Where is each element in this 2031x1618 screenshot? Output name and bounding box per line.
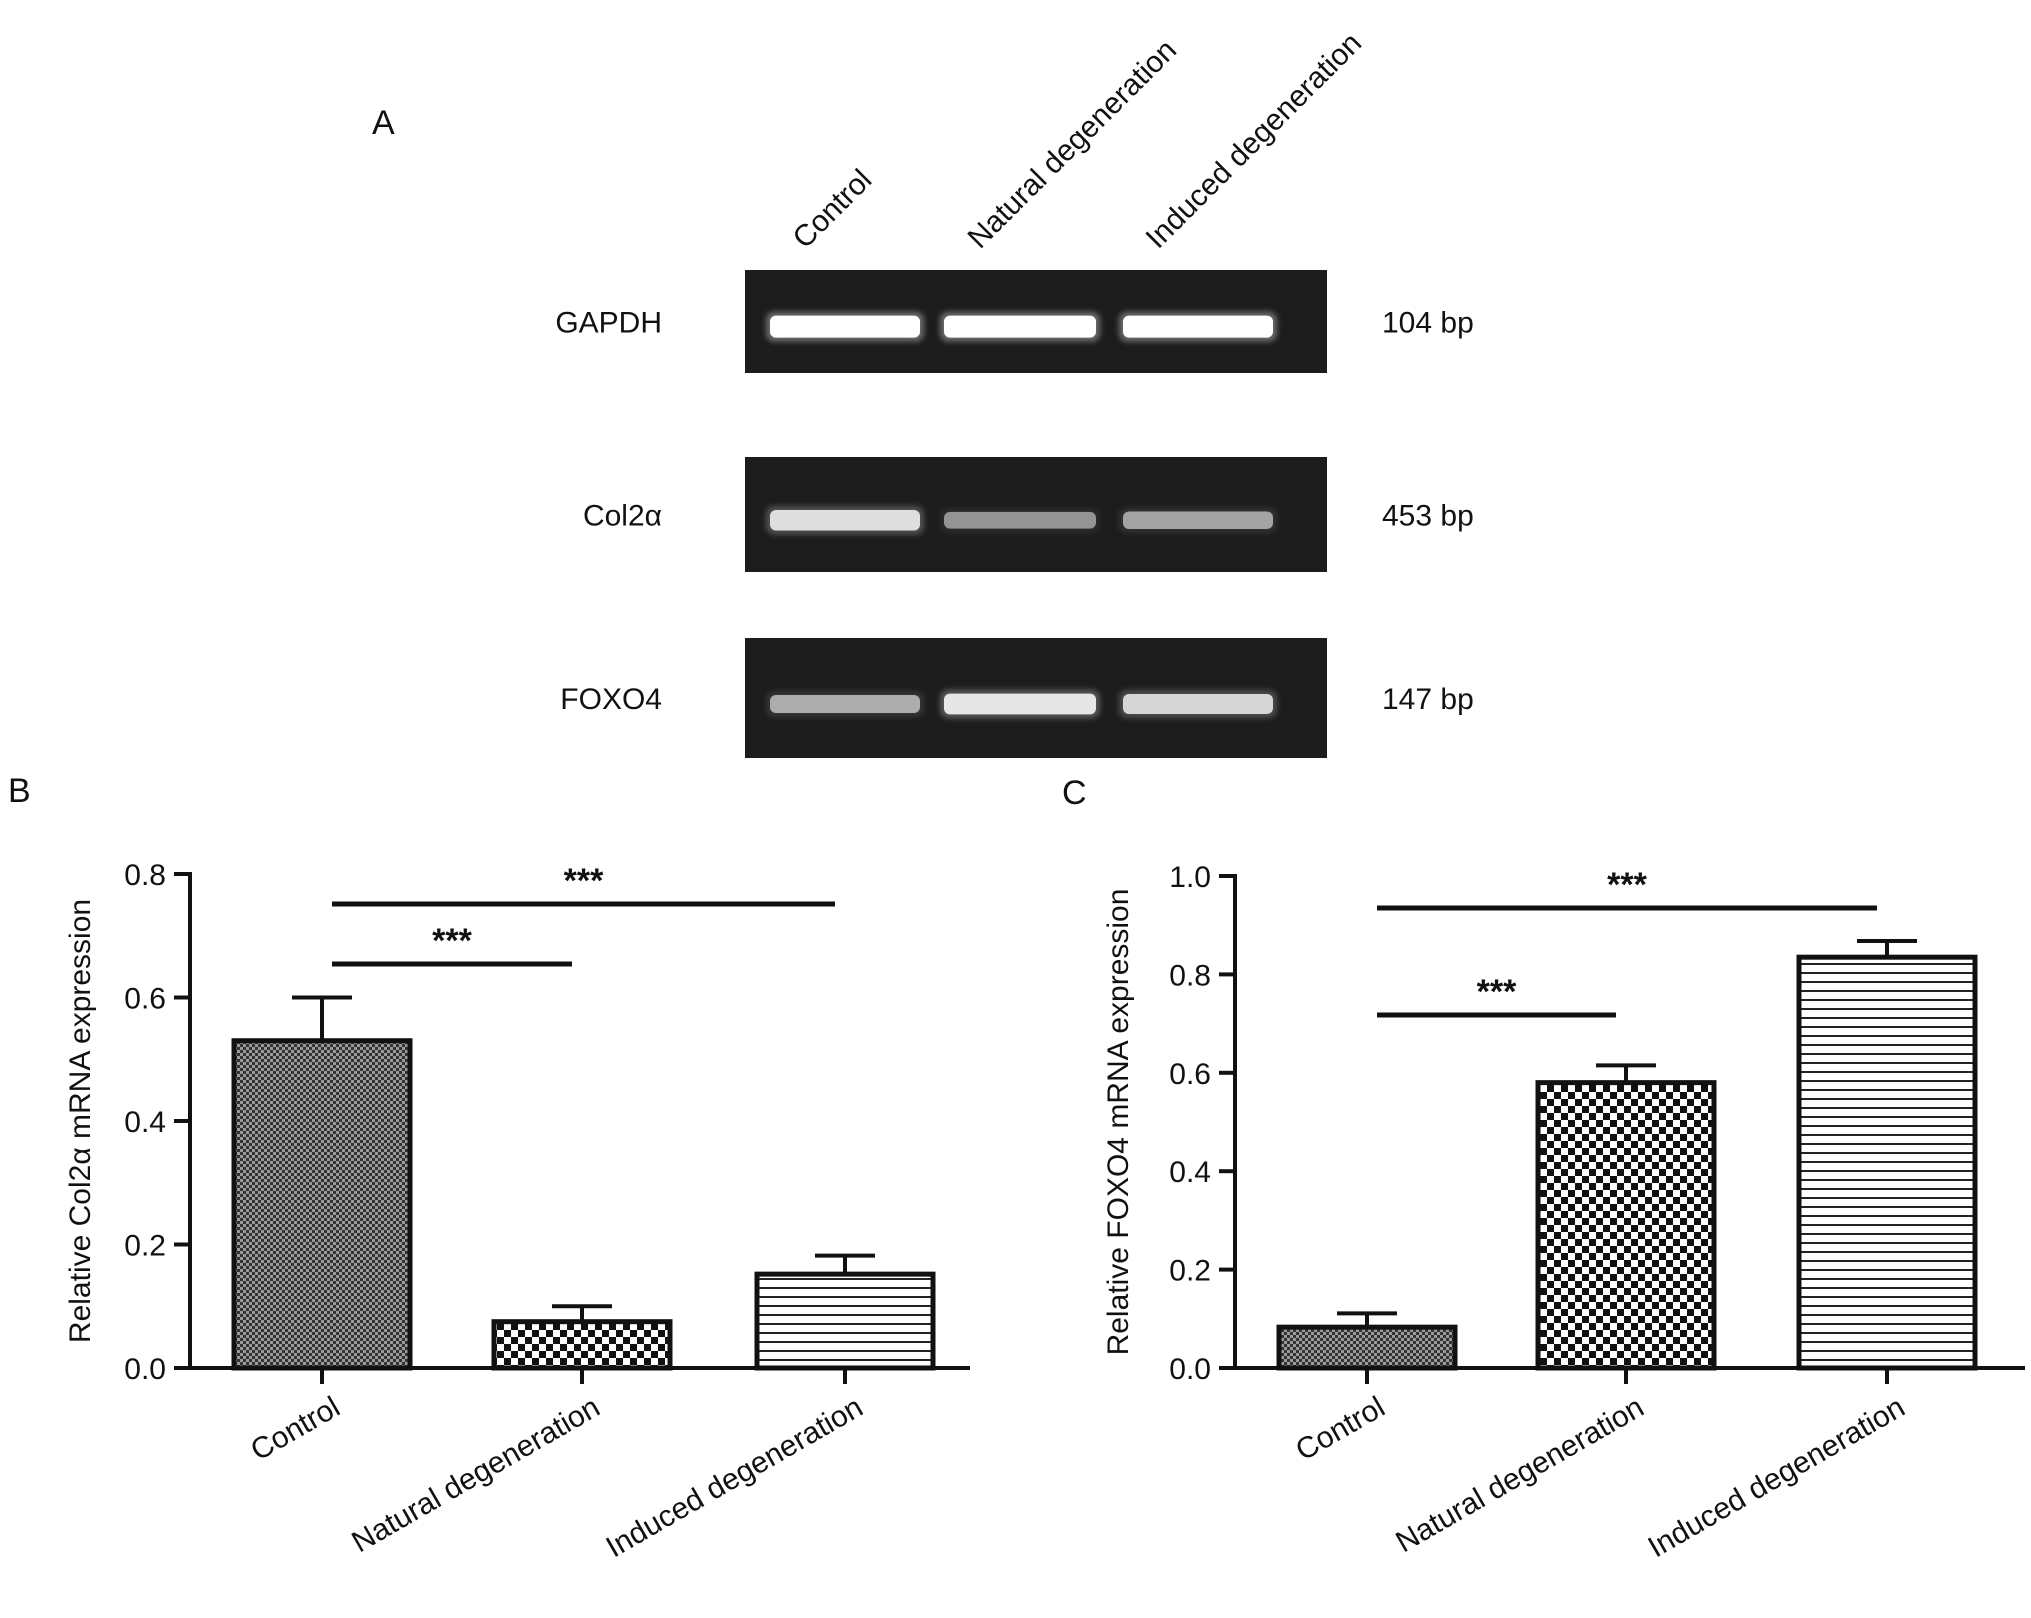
y-tick-label: 0.6 [1169,1058,1211,1091]
gene-label: FOXO4 [560,683,662,716]
gel-band [1123,694,1273,714]
y-axis-label: Relative FOXO4 mRNA expression [1102,889,1135,1356]
significance-label: *** [1607,866,1647,904]
bar [754,1271,936,1371]
x-tick-label: Control [245,1390,345,1467]
y-tick-label: 0.4 [1169,1156,1211,1189]
gene-label: Col2α [583,500,662,533]
significance-label: *** [432,922,472,960]
panel-b-letter: B [8,772,31,810]
gel-band [944,315,1096,338]
y-tick-label: 0.8 [124,859,166,892]
y-tick-label: 0.0 [1169,1353,1211,1386]
bar [1796,954,1978,1371]
gel-band [944,693,1096,715]
gel-band [770,315,920,338]
y-tick-label: 0.6 [124,983,166,1016]
significance-label: *** [564,862,604,900]
gel-band [1123,315,1273,338]
y-tick-label: 0.8 [1169,959,1211,992]
panel-c-letter: C [1062,774,1087,812]
y-axis-label: Relative Col2α mRNA expression [64,899,97,1343]
gel-band [1123,511,1273,530]
bar [491,1319,673,1371]
y-tick-label: 0.2 [1169,1255,1211,1288]
chart-col2a: 0.0 0.2 0.4 0.6 0.8 Relative Col2α mRNA expre… [64,859,970,1564]
bar [1276,1324,1458,1371]
x-tick-label: Natural degeneration [346,1390,605,1559]
size-label: 147 bp [1382,683,1474,716]
gel-band [770,695,920,713]
gene-label: GAPDH [555,307,662,340]
x-tick-label: Induced degeneration [1643,1390,1911,1564]
size-label: 104 bp [1382,307,1474,340]
y-tick-label: 1.0 [1169,861,1211,894]
bar [231,1038,413,1371]
gel-band [770,510,920,531]
x-tick-label: Control [1290,1390,1390,1467]
lane-label: Control [787,163,879,255]
significance-label: *** [1477,973,1517,1011]
chart-foxo4: 0.0 0.2 0.4 0.6 0.8 1.0 Relative FOXO4 mRNA ex… [1102,861,2025,1564]
panel-a-letter: A [372,104,395,142]
x-tick-label: Induced degeneration [601,1390,869,1564]
y-tick-label: 0.0 [124,1353,166,1386]
size-label: 453 bp [1382,500,1474,533]
y-tick-label: 0.4 [124,1106,166,1139]
gel-band [944,511,1096,529]
y-tick-label: 0.2 [124,1230,166,1263]
x-tick-label: Natural degeneration [1390,1390,1649,1559]
bar [1535,1080,1717,1371]
